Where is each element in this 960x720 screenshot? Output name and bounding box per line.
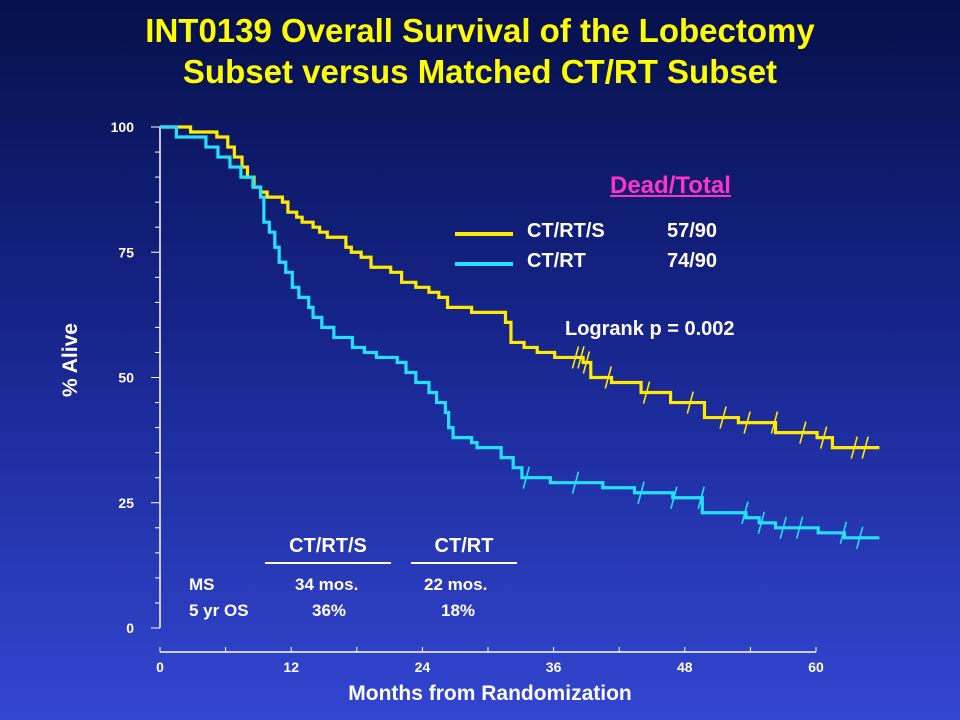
y-tick-label: 50 (118, 370, 134, 386)
censor-mark (855, 526, 864, 550)
stats-header-ctrt: CT/RT (411, 535, 517, 564)
censor-mark (522, 466, 531, 489)
stats-ms-ctrts: 34 mos. (295, 575, 359, 594)
chart-title-line-1: INT0139 Overall Survival of the Lobectom… (145, 12, 815, 49)
x-tick-label: 48 (677, 659, 693, 675)
x-tick-label: 24 (415, 659, 431, 675)
x-axis-label: Months from Randomization (348, 682, 632, 705)
y-tick-label: 0 (126, 620, 134, 636)
stats-header-ctrts: CT/RT/S (265, 535, 391, 564)
stats-os-ctrt: 18% (441, 601, 476, 620)
censor-mark (839, 521, 848, 545)
series (160, 125, 880, 550)
stats-ms-ctrt: 22 mos. (424, 575, 488, 594)
censor-mark (799, 421, 807, 444)
censor-mark (757, 511, 766, 535)
censor-mark (861, 436, 869, 459)
y-tick-label: 75 (118, 244, 134, 260)
legend-count-ctrt: 74/90 (667, 250, 718, 272)
x-tick-label: 36 (546, 659, 562, 675)
legend-item-ctrts: CT/RT/S 57/90 (455, 220, 785, 248)
chart-title: INT0139 Overall Survival of the Lobectom… (0, 10, 960, 92)
legend-name-ctrt: CT/RT (527, 250, 586, 272)
censor-mark (770, 411, 779, 434)
censor-mark (577, 346, 585, 369)
legend-swatch-ctrts (455, 232, 513, 236)
legend-title: Dead/Total (610, 172, 731, 199)
censor-mark (779, 516, 787, 540)
censor-mark (670, 486, 678, 509)
x-tick-label: 60 (808, 659, 824, 675)
y-tick-label: 100 (111, 119, 135, 135)
censor-mark (819, 426, 828, 449)
legend-item-ctrt: CT/RT 74/90 (455, 250, 785, 278)
y-tick-label: 25 (118, 495, 134, 511)
chart-title-line-2: Subset versus Matched CT/RT Subset (182, 53, 778, 90)
censor-mark (697, 486, 705, 509)
censor-mark (571, 471, 580, 494)
legend-name-ctrts: CT/RT/S (527, 220, 605, 242)
legend-swatch-ctrt (455, 262, 513, 266)
censor-mark (686, 391, 695, 414)
x-tick-label: 0 (156, 659, 164, 675)
series-line-ctrt (160, 125, 880, 540)
axes: 0 25 50 75 100 0 12 24 36 48 60 (111, 119, 824, 675)
stats-os-ctrts: 36% (312, 601, 347, 620)
censor-mark (743, 411, 751, 434)
x-tick-label: 12 (283, 659, 299, 675)
censor-mark (571, 346, 580, 369)
logrank-annotation: Logrank p = 0.002 (565, 318, 735, 340)
censor-mark (719, 406, 727, 429)
stats-label-ms: MS (189, 575, 215, 594)
censor-mark (850, 436, 859, 459)
censor-mark (795, 516, 804, 540)
legend-count-ctrts: 57/90 (667, 220, 718, 242)
censor-mark (741, 501, 749, 524)
censor-mark (637, 481, 645, 504)
censor-mark (642, 381, 651, 404)
censor-mark (604, 366, 613, 389)
censor-mark (582, 351, 591, 374)
stats-label-5yr-os: 5 yr OS (189, 601, 249, 620)
series-line-ctrts (160, 125, 880, 450)
